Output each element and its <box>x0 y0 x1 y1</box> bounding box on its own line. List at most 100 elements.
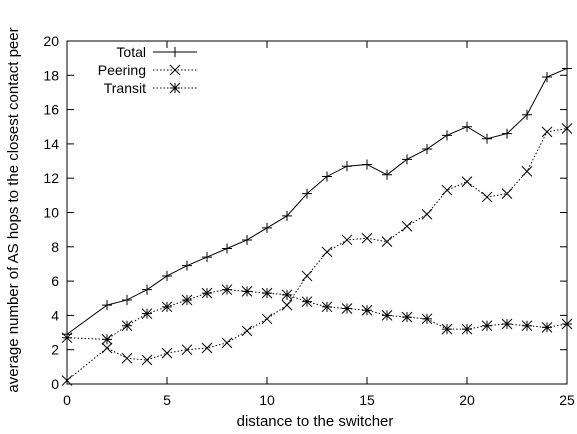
transit-point <box>121 320 133 332</box>
peering-point <box>341 234 353 246</box>
total-point <box>402 154 412 165</box>
peering-point <box>481 191 493 203</box>
total-point <box>382 169 392 180</box>
y-axis-label: average number of AS hops to the closest… <box>5 27 22 392</box>
x-axis-label: distance to the switcher <box>237 413 394 430</box>
total-series <box>62 63 572 340</box>
total-point <box>562 63 572 74</box>
x-tick-label: 20 <box>459 392 475 408</box>
transit-point <box>481 320 493 332</box>
peering-point <box>381 236 393 248</box>
y-tick-label: 10 <box>43 205 59 221</box>
total-point <box>242 234 252 245</box>
total-point <box>442 130 452 141</box>
total-point <box>202 252 212 263</box>
peering-point <box>461 176 473 187</box>
series-layer <box>61 63 573 386</box>
peering-point <box>561 123 573 134</box>
total-point <box>282 210 292 221</box>
legend-label-transit: Transit <box>104 80 146 96</box>
total-point <box>322 171 332 182</box>
peering-point <box>301 270 313 282</box>
total-point <box>302 188 312 199</box>
peering-point <box>201 342 213 354</box>
x-tick-label: 15 <box>359 392 375 408</box>
total-point <box>482 133 492 144</box>
y-tick-label: 12 <box>43 170 59 186</box>
total-point <box>502 128 512 139</box>
peering-point <box>541 126 553 138</box>
peering-point <box>261 313 273 325</box>
legend-marker-peering <box>169 64 181 76</box>
x-tick-label: 25 <box>559 392 575 408</box>
peering-point <box>521 165 533 177</box>
legend-marker-transit <box>169 82 181 94</box>
transit-point <box>401 311 413 323</box>
y-tick-label: 4 <box>51 307 59 323</box>
peering-point <box>321 246 333 258</box>
total-point <box>122 294 132 305</box>
transit-point <box>241 286 253 297</box>
transit-point <box>321 301 333 313</box>
peering-point <box>241 325 253 337</box>
transit-point <box>261 287 273 299</box>
total-point <box>162 270 172 281</box>
transit-point <box>441 323 453 335</box>
transit-point <box>141 308 153 320</box>
total-point <box>422 144 432 155</box>
total-point <box>222 243 232 254</box>
legend-marker-total <box>170 47 180 57</box>
peering-point <box>181 344 193 356</box>
transit-point <box>461 323 473 335</box>
transit-point <box>521 320 533 332</box>
peering-point <box>441 184 453 196</box>
transit-point <box>341 303 353 314</box>
total-point <box>342 161 352 172</box>
total-point <box>542 72 552 83</box>
axis-ticks: 0 2 4 6 8 10 12 14 16 18 20 0 5 10 15 20 25 <box>43 33 575 408</box>
transit-line <box>66 289 568 340</box>
total-point <box>362 159 372 170</box>
y-tick-label: 18 <box>43 67 59 83</box>
y-tick-label: 0 <box>51 376 59 392</box>
y-tick-label: 6 <box>51 273 59 289</box>
x-tick-label: 5 <box>163 392 171 408</box>
peering-point <box>401 220 413 232</box>
peering-point <box>121 352 133 364</box>
peering-point <box>281 299 293 311</box>
y-tick-label: 8 <box>51 239 59 255</box>
total-line <box>66 67 568 335</box>
total-point <box>462 121 472 132</box>
peering-point <box>421 208 433 220</box>
peering-point <box>61 375 73 386</box>
transit-point <box>281 289 293 301</box>
total-point <box>142 284 152 295</box>
peering-point <box>361 232 373 244</box>
transit-point <box>421 313 433 325</box>
transit-point <box>161 301 173 313</box>
peering-point <box>141 354 153 366</box>
transit-point <box>301 296 313 308</box>
transit-point <box>501 318 513 330</box>
x-tick-label: 0 <box>63 392 71 408</box>
y-tick-label: 16 <box>43 102 59 118</box>
peering-point <box>161 347 173 359</box>
transit-point <box>541 322 553 333</box>
legend-label-peering: Peering <box>98 62 146 78</box>
total-point <box>522 109 532 120</box>
transit-series <box>61 284 573 345</box>
x-tick-label: 10 <box>259 392 275 408</box>
transit-point <box>361 304 373 316</box>
total-point <box>102 300 112 311</box>
transit-point <box>101 334 113 345</box>
transit-point <box>221 284 233 296</box>
peering-line <box>66 127 568 381</box>
legend-label-total: Total <box>116 44 146 60</box>
transit-point <box>201 287 213 299</box>
y-tick-label: 2 <box>51 342 59 358</box>
total-point <box>262 222 272 233</box>
total-point <box>182 260 192 271</box>
peering-point <box>101 342 113 354</box>
peering-point <box>501 188 513 199</box>
